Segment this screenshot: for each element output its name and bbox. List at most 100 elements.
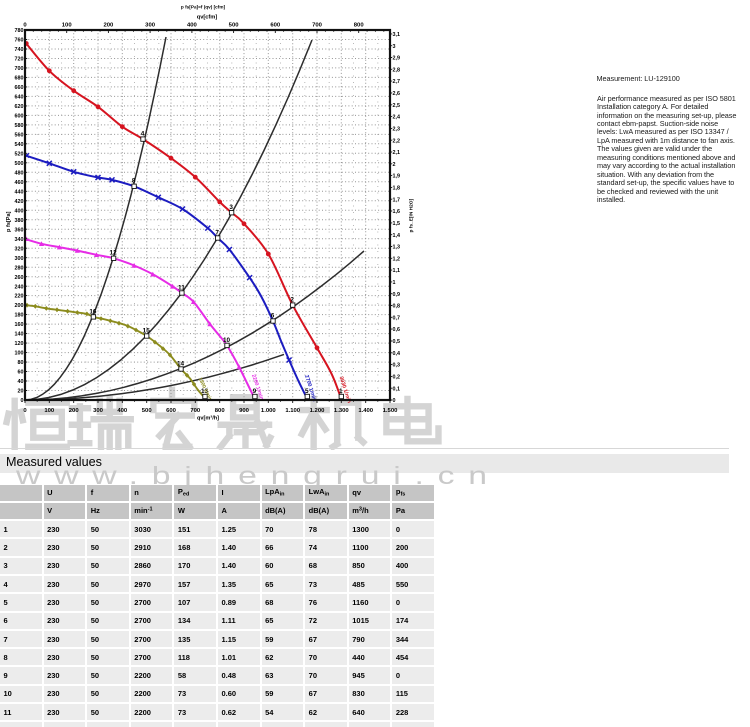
svg-text:60: 60 [18, 370, 24, 376]
svg-text:3,1: 3,1 [393, 32, 401, 38]
svg-text:12: 12 [110, 250, 118, 257]
svg-text:2,8: 2,8 [393, 67, 401, 73]
svg-text:1.500: 1.500 [383, 408, 398, 414]
svg-text:1,1: 1,1 [393, 268, 401, 274]
svg-text:0,3: 0,3 [393, 363, 401, 369]
svg-text:500: 500 [15, 161, 24, 167]
svg-text:540: 540 [15, 142, 24, 148]
svg-text:100: 100 [15, 351, 24, 357]
svg-text:140: 140 [15, 332, 24, 338]
svg-text:1.300: 1.300 [334, 408, 349, 414]
svg-text:160: 160 [15, 322, 24, 328]
svg-text:0,1: 0,1 [393, 386, 401, 392]
svg-text:1,5: 1,5 [393, 221, 401, 227]
svg-text:p fs[Pa]=f (qv) [cfm]: p fs[Pa]=f (qv) [cfm] [181, 5, 226, 10]
svg-text:500: 500 [142, 408, 153, 414]
svg-text:0,6: 0,6 [393, 327, 401, 333]
svg-text:680: 680 [15, 76, 24, 82]
svg-text:0: 0 [23, 23, 27, 29]
svg-text:0,8: 0,8 [393, 304, 401, 310]
svg-text:300: 300 [145, 23, 156, 29]
svg-text:8: 8 [132, 178, 136, 185]
svg-text:760: 760 [15, 38, 24, 44]
svg-text:p fs_E[IN H2O]: p fs_E[IN H2O] [409, 199, 415, 233]
svg-text:1,2: 1,2 [393, 256, 401, 262]
svg-text:1.100: 1.100 [285, 408, 300, 414]
svg-text:200: 200 [69, 408, 80, 414]
svg-text:1.400: 1.400 [358, 408, 373, 414]
svg-text:11: 11 [178, 284, 185, 291]
svg-text:400: 400 [187, 23, 198, 29]
svg-text:2,2: 2,2 [393, 138, 401, 144]
svg-text:0,2: 0,2 [393, 375, 401, 381]
svg-text:0: 0 [23, 408, 27, 414]
svg-text:2,9: 2,9 [393, 56, 401, 62]
svg-text:0: 0 [393, 398, 396, 404]
svg-text:800: 800 [215, 408, 226, 414]
svg-text:qv[m³/h]: qv[m³/h] [197, 415, 219, 422]
svg-text:240: 240 [15, 284, 24, 290]
svg-text:260: 260 [15, 275, 24, 281]
svg-text:7: 7 [215, 229, 219, 236]
svg-text:600: 600 [270, 23, 281, 29]
svg-text:10: 10 [223, 337, 231, 344]
svg-text:320: 320 [15, 246, 24, 252]
svg-text:2,6: 2,6 [393, 91, 401, 97]
svg-text:420: 420 [15, 199, 24, 205]
svg-text:2,3: 2,3 [393, 127, 401, 133]
svg-text:700: 700 [312, 23, 323, 29]
svg-text:1: 1 [393, 280, 396, 286]
svg-text:16: 16 [89, 308, 97, 315]
svg-text:1.200: 1.200 [310, 408, 325, 414]
svg-text:600: 600 [166, 408, 177, 414]
svg-text:740: 740 [15, 47, 24, 53]
svg-text:1.000: 1.000 [261, 408, 276, 414]
svg-text:0,4: 0,4 [393, 351, 401, 357]
svg-text:15: 15 [143, 327, 151, 334]
svg-text:660: 660 [15, 85, 24, 91]
svg-text:1: 1 [339, 388, 343, 395]
svg-text:180: 180 [15, 313, 24, 319]
svg-text:800: 800 [354, 23, 365, 29]
svg-text:1,6: 1,6 [393, 209, 401, 215]
svg-text:2,1: 2,1 [393, 150, 401, 156]
svg-text:380: 380 [15, 218, 24, 224]
svg-text:1,7: 1,7 [393, 197, 401, 203]
svg-text:220: 220 [15, 294, 24, 300]
svg-text:1,3: 1,3 [393, 245, 401, 251]
svg-text:2,7: 2,7 [393, 79, 401, 85]
svg-text:560: 560 [15, 133, 24, 139]
svg-text:480: 480 [15, 170, 24, 176]
svg-text:100: 100 [44, 408, 55, 414]
svg-text:0,7: 0,7 [393, 315, 401, 321]
svg-text:0,5: 0,5 [393, 339, 401, 345]
svg-text:1,9: 1,9 [393, 174, 401, 180]
svg-text:720: 720 [15, 57, 24, 63]
svg-text:440: 440 [15, 189, 24, 195]
svg-text:120: 120 [15, 341, 24, 347]
svg-text:500: 500 [229, 23, 240, 29]
svg-text:400: 400 [117, 408, 128, 414]
svg-text:700: 700 [190, 408, 201, 414]
svg-text:3: 3 [393, 44, 396, 50]
svg-text:1,8: 1,8 [393, 186, 401, 192]
svg-text:100: 100 [62, 23, 73, 29]
svg-text:900: 900 [239, 408, 250, 414]
svg-text:13: 13 [201, 388, 209, 395]
svg-text:2,5: 2,5 [393, 103, 401, 109]
svg-text:6: 6 [271, 312, 275, 319]
svg-text:360: 360 [15, 227, 24, 233]
svg-text:300: 300 [93, 408, 104, 414]
svg-text:40: 40 [18, 379, 24, 385]
svg-text:400: 400 [15, 208, 24, 214]
svg-text:p fs[Pa]: p fs[Pa] [6, 211, 12, 232]
svg-text:640: 640 [15, 95, 24, 101]
svg-text:20: 20 [18, 389, 24, 395]
svg-text:9: 9 [253, 388, 257, 395]
svg-text:3: 3 [229, 204, 233, 211]
svg-text:460: 460 [15, 180, 24, 186]
svg-text:5: 5 [305, 388, 309, 395]
svg-text:0,9: 0,9 [393, 292, 401, 298]
svg-text:80: 80 [18, 360, 24, 366]
svg-text:4: 4 [141, 131, 145, 138]
